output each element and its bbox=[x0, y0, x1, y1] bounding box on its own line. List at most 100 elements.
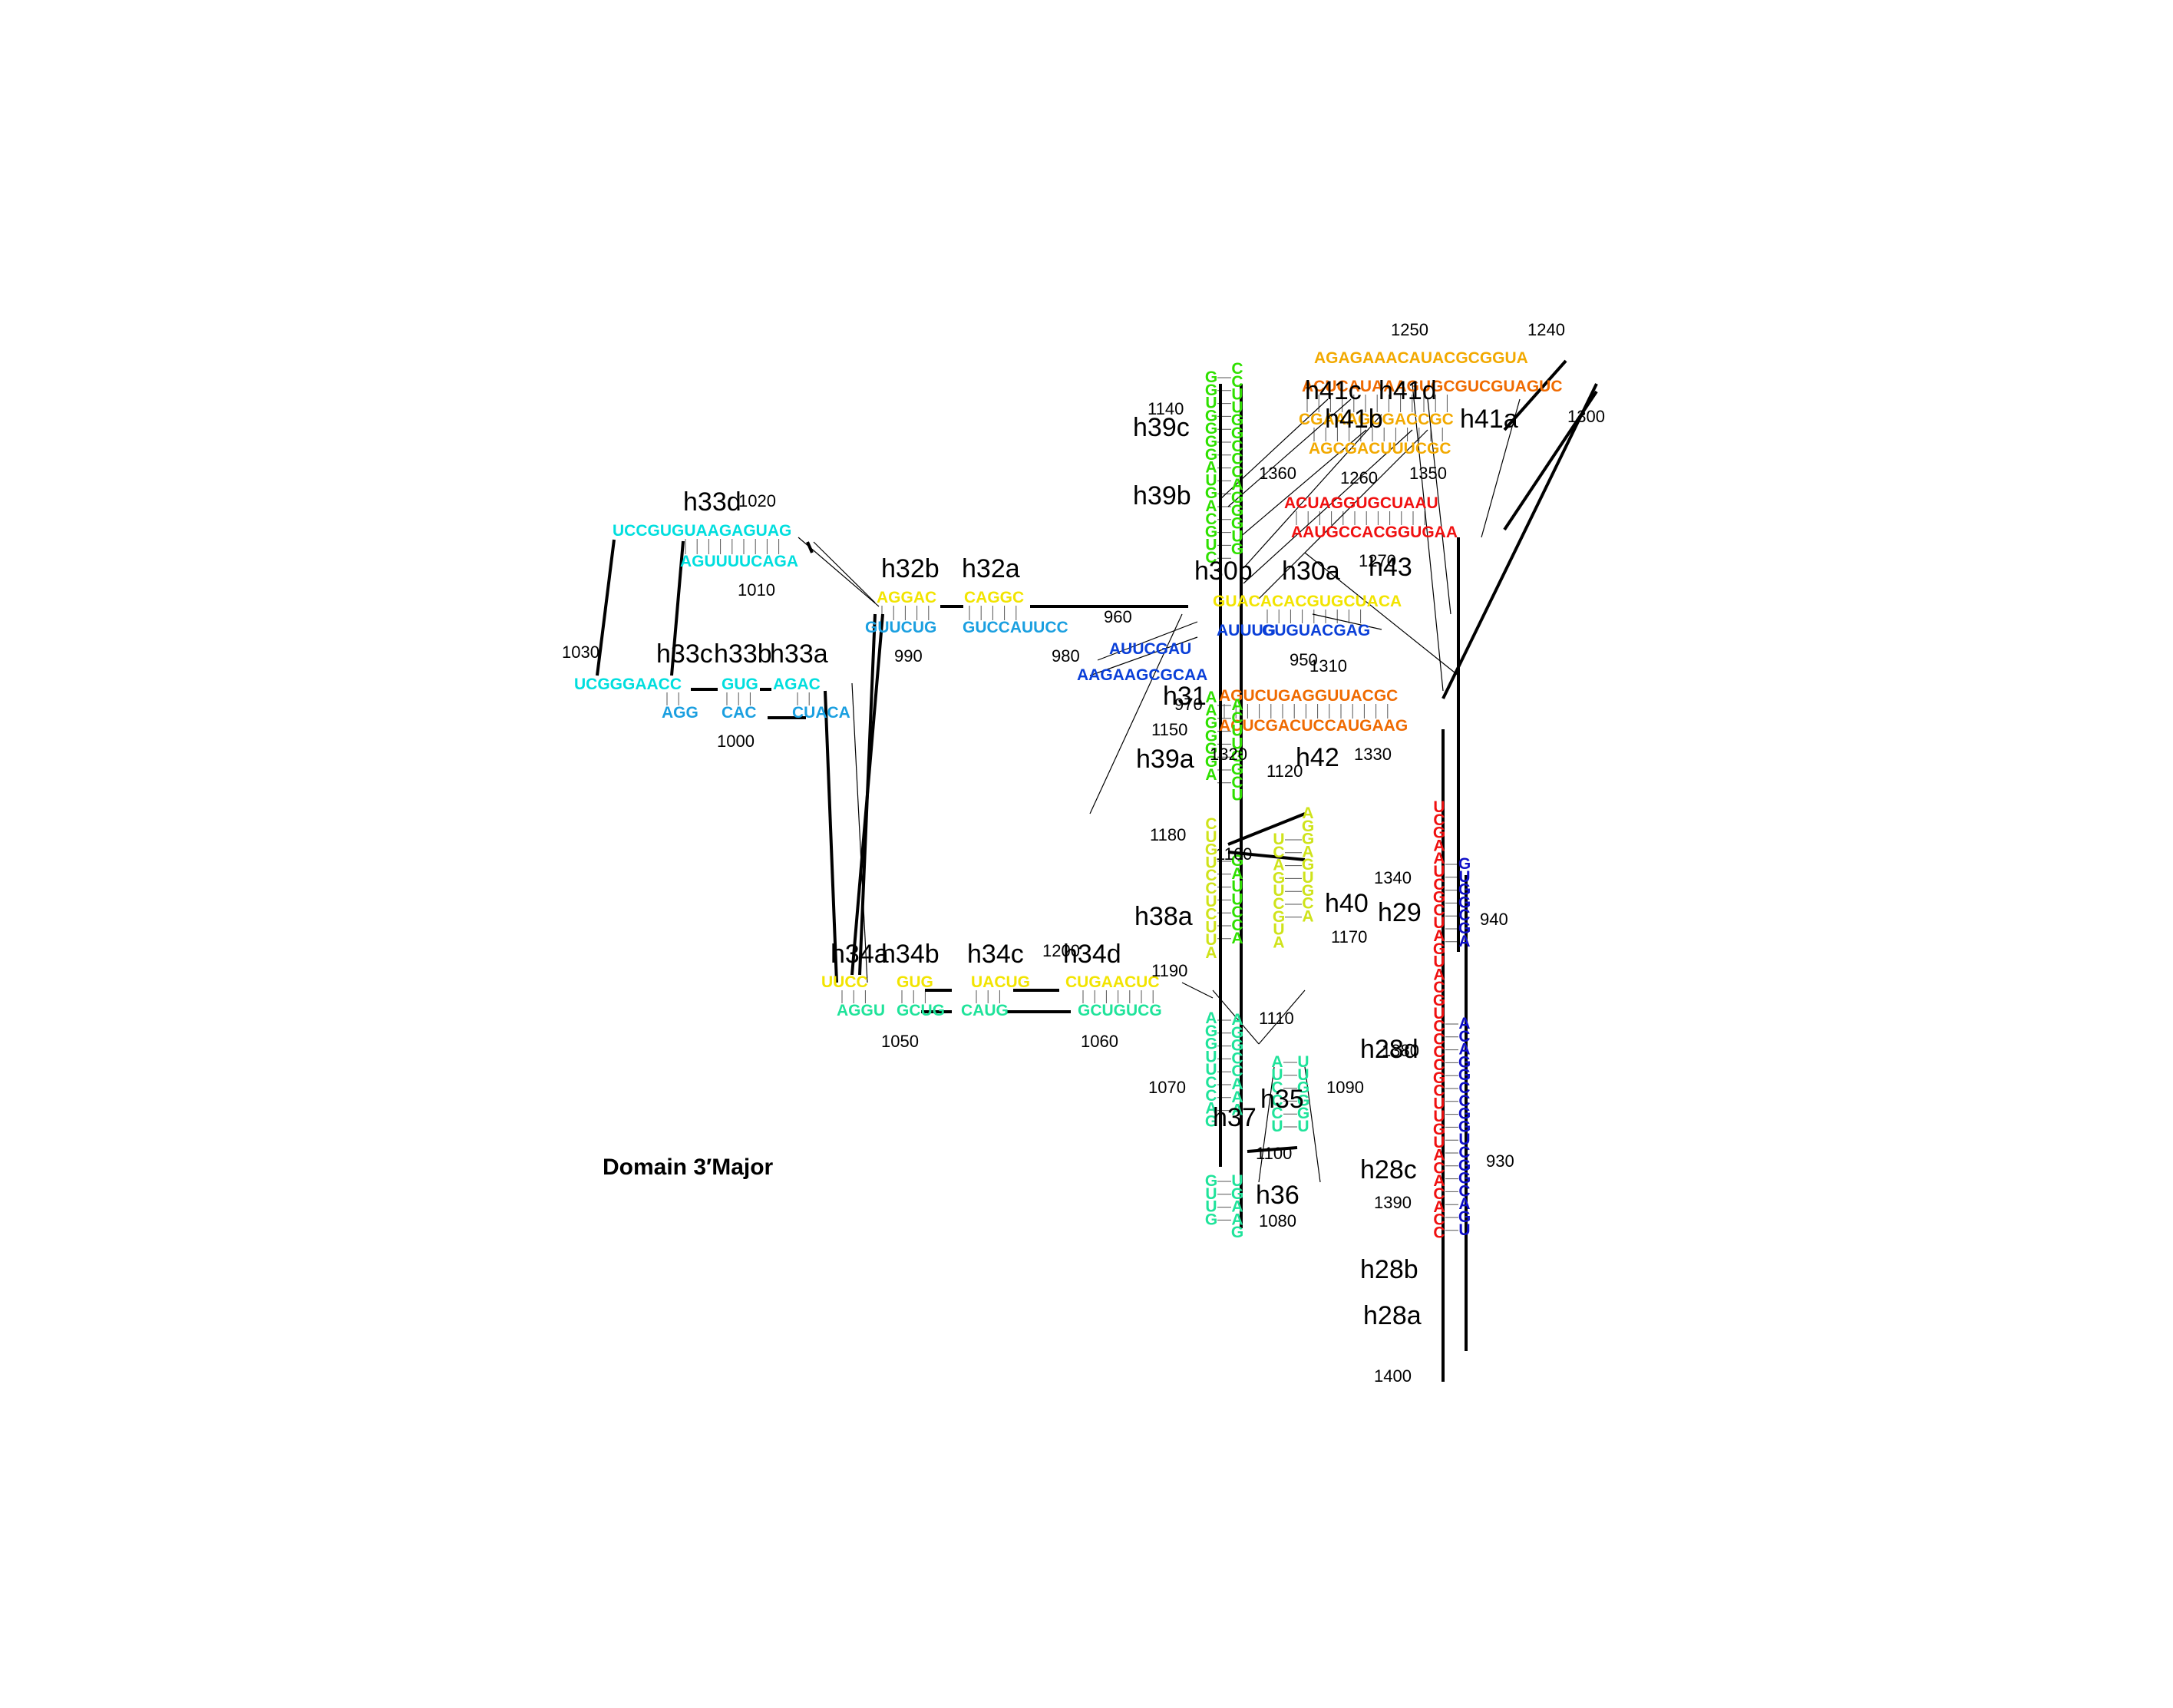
backbone-connector bbox=[1212, 989, 1260, 1045]
helix-label-h31: h31 bbox=[1163, 682, 1207, 711]
backbone-connector bbox=[1243, 429, 1413, 584]
nucleotide: C bbox=[1205, 1087, 1217, 1105]
helix-label-h43: h43 bbox=[1369, 553, 1412, 582]
nucleotide: A bbox=[1433, 1147, 1445, 1165]
position-number: 1120 bbox=[1266, 761, 1303, 781]
nucleotide: U bbox=[1205, 395, 1217, 412]
nucleotide: G bbox=[1273, 908, 1285, 926]
nucleotide: C bbox=[1273, 844, 1284, 861]
nucleotide: A bbox=[1231, 1089, 1243, 1106]
nucleotide: C bbox=[1231, 774, 1243, 791]
nucleotide: A bbox=[1458, 1195, 1470, 1213]
nucleotide: C bbox=[1433, 1185, 1445, 1203]
nucleotide: C bbox=[1205, 906, 1217, 923]
backbone-strand bbox=[1227, 851, 1306, 861]
nucleotide: U bbox=[1205, 893, 1217, 910]
backbone-connector bbox=[1312, 613, 1382, 630]
nucleotide: C bbox=[1433, 1211, 1445, 1229]
sequence-v-h36-right: UGAAG bbox=[1231, 1172, 1243, 1241]
nucleotide: G bbox=[1302, 831, 1314, 848]
backbone-connector bbox=[1239, 429, 1367, 538]
nucleotide: C bbox=[1458, 1079, 1470, 1097]
position-number: 930 bbox=[1486, 1151, 1514, 1171]
helix-label-h39a: h39a bbox=[1136, 745, 1194, 774]
nucleotide: G bbox=[1458, 1053, 1471, 1071]
nucleotide: G bbox=[1458, 920, 1471, 937]
position-number: 1270 bbox=[1359, 551, 1396, 570]
nucleotide: C bbox=[1271, 1079, 1283, 1097]
sequence-h33-mid-a: UCGGGAACC bbox=[574, 676, 682, 693]
sequence-h32-bot-b: GUCCAUUCC bbox=[963, 619, 1068, 636]
nucleotide: C bbox=[1433, 876, 1445, 894]
nucleotide: U bbox=[1205, 471, 1217, 489]
nucleotide: A bbox=[1231, 930, 1243, 947]
nucleotide: C bbox=[1205, 549, 1217, 567]
nucleotide: C bbox=[1458, 907, 1470, 924]
nucleotide: G bbox=[1231, 761, 1243, 778]
nucleotide: C bbox=[1458, 1028, 1470, 1046]
position-number: 1150 bbox=[1151, 720, 1187, 739]
nucleotide: G bbox=[1205, 1112, 1217, 1130]
sequence-h34-top-d: CUGAACUC bbox=[1065, 973, 1160, 991]
nucleotide: G bbox=[1205, 407, 1217, 425]
nucleotide: C bbox=[1433, 1056, 1445, 1074]
nucleotide: U bbox=[1231, 527, 1243, 545]
nucleotide: U bbox=[1205, 854, 1217, 871]
backbone-connector bbox=[1481, 398, 1521, 538]
nucleotide: U bbox=[1231, 386, 1243, 404]
sequence-h33-bot-a: AGG bbox=[662, 704, 698, 722]
nucleotide: G bbox=[1433, 940, 1445, 958]
helix-label-h39b: h39b bbox=[1133, 481, 1191, 510]
nucleotide: G bbox=[1458, 1066, 1471, 1084]
backbone-strand bbox=[596, 539, 616, 676]
nucleotide: G bbox=[1433, 1121, 1445, 1138]
nucleotide: C bbox=[1205, 1074, 1217, 1092]
sequence-h42-top: AGUCUGAGGUUACGC bbox=[1219, 687, 1398, 705]
sequence-h42-bot: ACUCGACUCCAUGAAG bbox=[1219, 717, 1408, 735]
nucleotide: U bbox=[1433, 798, 1445, 816]
nucleotide: U bbox=[1273, 831, 1284, 848]
helix-label-h41a: h41a bbox=[1460, 405, 1518, 434]
nucleotide: G bbox=[1205, 1172, 1217, 1190]
nucleotide: U bbox=[1205, 1198, 1217, 1216]
helix-label-h33a: h33a bbox=[770, 639, 828, 669]
nucleotide: G bbox=[1458, 1170, 1471, 1188]
nucleotide: U bbox=[1433, 1108, 1445, 1125]
nucleotide: G bbox=[1458, 1208, 1471, 1226]
nucleotide: C bbox=[1433, 979, 1445, 996]
helix-label-h28d: h28d bbox=[1360, 1035, 1418, 1064]
nucleotide: C bbox=[1231, 709, 1243, 727]
nucleotide: A bbox=[1205, 1100, 1217, 1118]
position-number: 1250 bbox=[1391, 320, 1428, 339]
position-number: 1260 bbox=[1340, 468, 1378, 487]
nucleotide: G bbox=[1231, 425, 1243, 442]
nucleotide: U bbox=[1271, 1066, 1283, 1084]
helix-label-h38a: h38a bbox=[1134, 902, 1193, 931]
position-number: 1240 bbox=[1527, 320, 1565, 339]
nucleotide: U bbox=[1433, 1134, 1445, 1151]
nucleotide: A bbox=[1231, 1102, 1243, 1119]
sequence-h33-top-b: AGUUUUCAGA bbox=[680, 553, 798, 570]
nucleotide: A bbox=[1433, 966, 1445, 983]
position-number: 1300 bbox=[1567, 407, 1605, 426]
nucleotide: A bbox=[1458, 1015, 1470, 1032]
backbone-connections bbox=[596, 359, 1598, 1382]
helix-label-h33b: h33b bbox=[714, 639, 772, 669]
nucleotide: G bbox=[1297, 1105, 1309, 1122]
sequence-h34-top-b: GUG bbox=[897, 973, 933, 991]
domain-title: Domain 3′Major bbox=[603, 1155, 774, 1180]
nucleotide: G bbox=[1302, 882, 1314, 900]
nucleotide: G bbox=[1205, 841, 1217, 859]
nucleotide: A bbox=[1205, 702, 1217, 719]
sequence-h34-bot-c: CAUG bbox=[961, 1002, 1009, 1019]
helix-label-h34c: h34c bbox=[967, 940, 1024, 969]
nucleotide: A bbox=[1433, 1198, 1445, 1216]
nucleotide: C bbox=[1271, 1105, 1283, 1122]
sequence-h32-bot-a: GUUCUG bbox=[865, 619, 936, 636]
backbone-connector bbox=[1258, 989, 1306, 1045]
nucleotide: C bbox=[1231, 904, 1243, 921]
